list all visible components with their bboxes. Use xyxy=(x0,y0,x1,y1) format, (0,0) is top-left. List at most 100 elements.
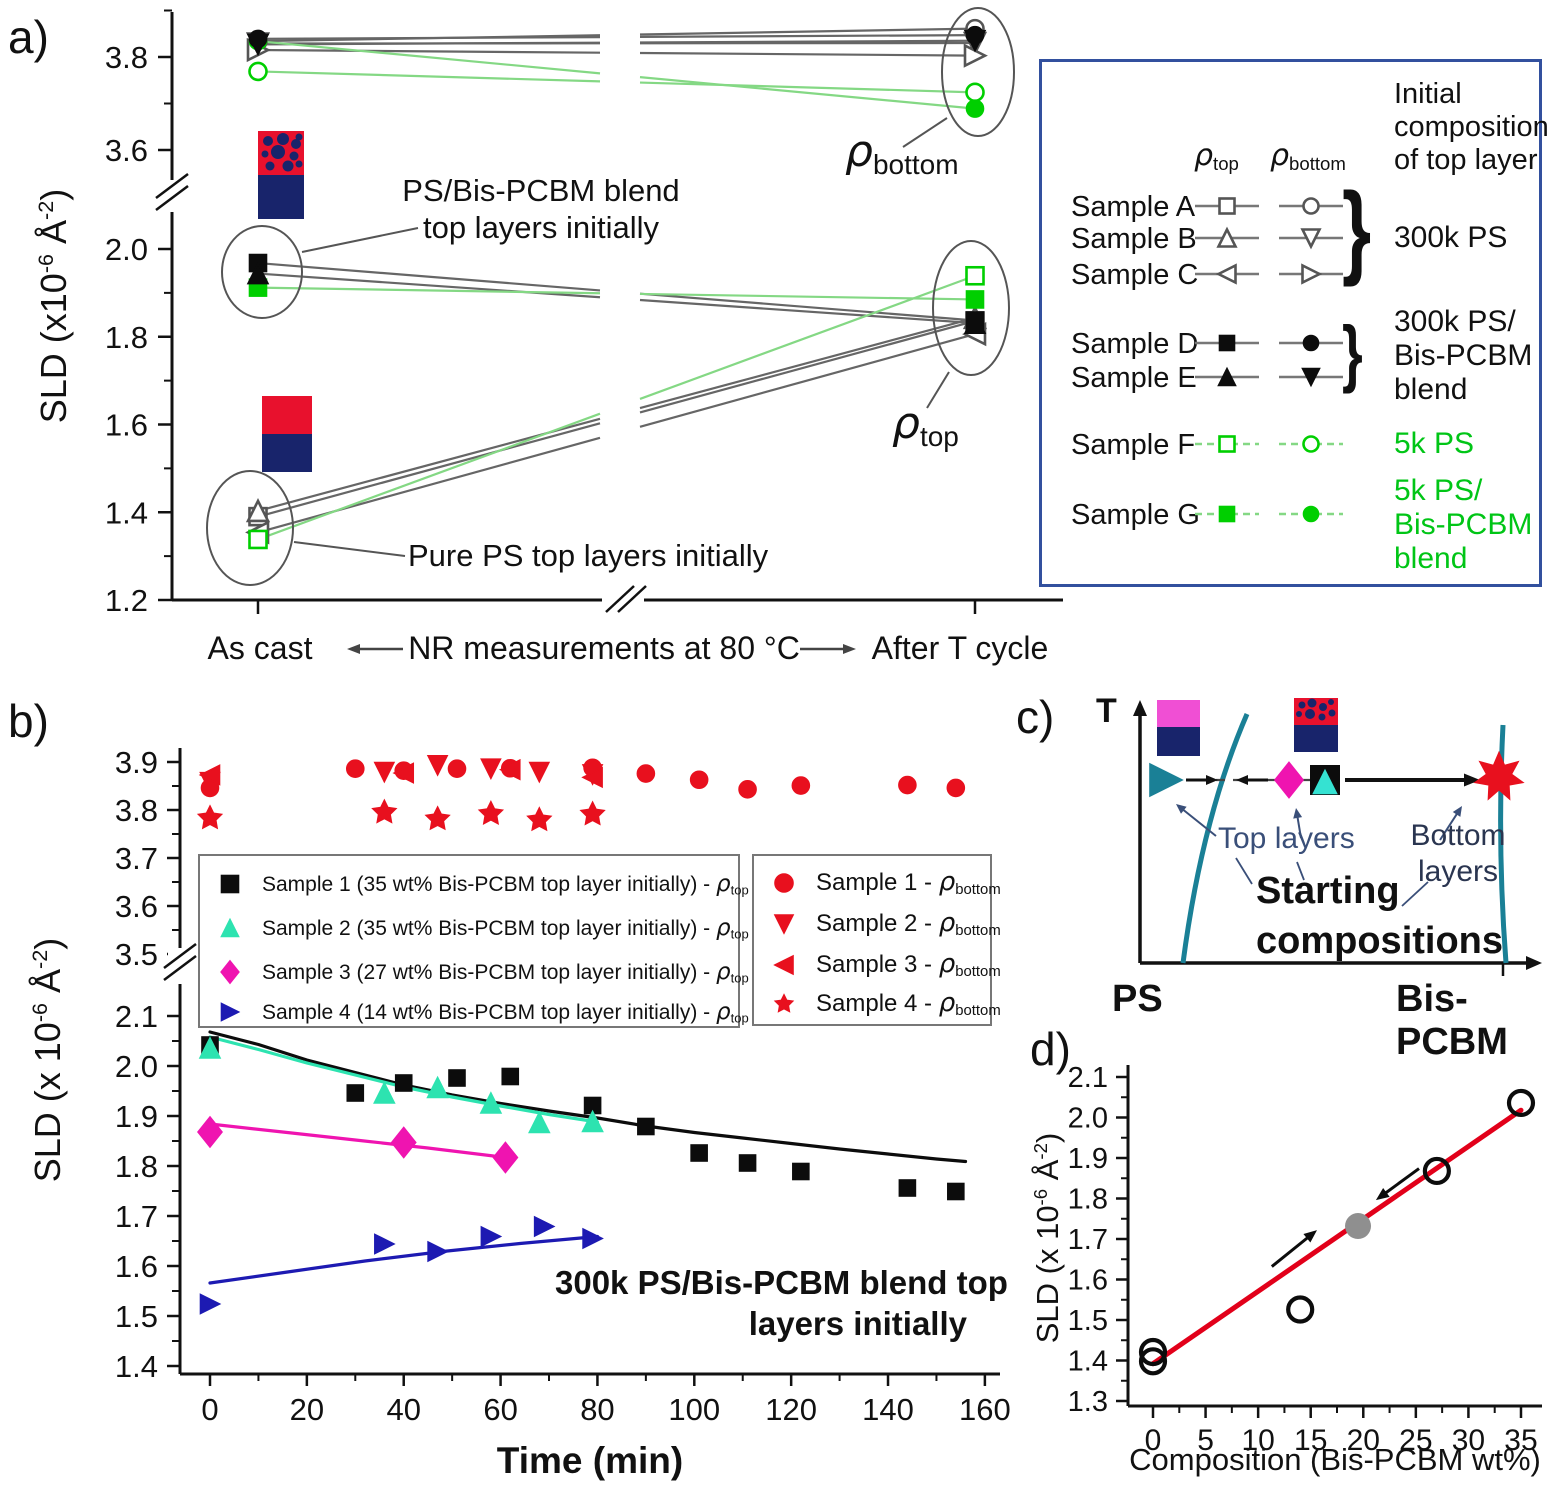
legend-header-line: composition xyxy=(1394,111,1549,143)
legend-marker xyxy=(1216,226,1238,248)
legend-marker-square-icon xyxy=(1195,334,1259,352)
panel-b-point-top xyxy=(492,1141,519,1174)
rho-symbol: ρ xyxy=(938,908,956,939)
leader-arrow xyxy=(1180,806,1217,837)
panel-a-marker-sample-E xyxy=(963,311,987,334)
panel-b-point-bottom xyxy=(424,805,451,831)
tick-label: 3.6 xyxy=(115,889,158,924)
panel-b-point-bottom xyxy=(946,778,966,798)
leader-arrow xyxy=(1439,810,1460,841)
label-line: Starting xyxy=(1256,870,1400,912)
tick-label: 20 xyxy=(290,1392,324,1427)
panel-a-line-F-bottom xyxy=(639,81,976,94)
legend-row-sample-3: Sample 3 - ρbottom xyxy=(754,945,1001,985)
bilayer-dot xyxy=(295,133,303,141)
legend-group-line: Bis-PCBM xyxy=(1394,339,1533,372)
panel-b-point-bottom xyxy=(636,764,656,783)
rho-symbol: ρ xyxy=(892,398,920,449)
leader-line xyxy=(1401,881,1429,907)
legend-sample-name: Sample G xyxy=(1071,499,1200,531)
legend-group-label: 300k PS/Bis-PCBM blend xyxy=(1394,305,1532,407)
rho-symbol: ρ xyxy=(938,867,956,898)
y-title-sup: -6 xyxy=(27,1002,52,1023)
panel-c-ps-label: PS xyxy=(1112,978,1163,1020)
panel-b-point-bottom xyxy=(579,800,606,826)
leader-line xyxy=(1235,857,1253,885)
panel-d-open-point xyxy=(1138,1337,1168,1367)
cluster-ellipse xyxy=(206,470,294,586)
legend-marker-tri-up-icon xyxy=(220,917,240,938)
legend-marker xyxy=(1302,197,1320,215)
annotation-line: 300k PS/Bis-PCBM blend top xyxy=(555,1264,1008,1301)
y-title-text: ) xyxy=(33,188,74,201)
legend-group-line: 5k PS/ xyxy=(1394,474,1483,507)
tie-arrow-long xyxy=(1464,773,1480,787)
legend-marker-tri-down-icon xyxy=(773,914,795,935)
cluster-ellipse xyxy=(932,240,1010,376)
rho-subscript: top xyxy=(730,882,749,898)
panel-a-marker-sample-F xyxy=(248,61,268,82)
tick-label: 35 xyxy=(1504,1424,1537,1457)
label-line: compositions xyxy=(1256,920,1504,962)
panel-b-point-bottom xyxy=(581,766,603,789)
marker-cyan-triangle xyxy=(1312,768,1338,795)
panel-b-point-bottom xyxy=(738,780,757,799)
panel-a-line-C-bottom xyxy=(639,51,976,57)
panel-a-marker-sample-F xyxy=(965,265,985,286)
panel-b-point-bottom xyxy=(447,759,467,779)
marker-teal-triangle xyxy=(1149,762,1184,798)
panel-a-marker-sample-E xyxy=(963,29,987,53)
legend-marker xyxy=(1302,435,1320,453)
legend-marker-tri-down-open-icon xyxy=(1279,228,1343,250)
tick-label: 2.1 xyxy=(1068,1062,1108,1094)
marker-red-star xyxy=(1473,750,1525,801)
panel-b-point-top xyxy=(427,1240,449,1263)
icon-pink-bilayer-bottom xyxy=(1157,727,1200,756)
panel-c-bottom-layers-label: Bottom layers xyxy=(1396,818,1520,890)
leader-arrow xyxy=(1293,808,1303,819)
label-line: layers xyxy=(1417,855,1499,888)
tick-label: 1.8 xyxy=(115,1149,158,1184)
panel-a-letter: a) xyxy=(8,11,49,63)
legend-marker-circle-icon xyxy=(1279,505,1343,523)
panel-b-point-bottom xyxy=(345,759,365,779)
legend-marker xyxy=(1218,435,1236,453)
panel-b-point-top xyxy=(394,1074,413,1092)
legend-row-sample-e: Sample E xyxy=(1042,360,1539,394)
legend-marker-circle-open-icon xyxy=(1279,435,1343,453)
bilayer-dot xyxy=(271,145,285,159)
tick-label: 20 xyxy=(1347,1424,1380,1457)
legend-marker-tri-down-icon xyxy=(1279,367,1343,388)
panel-a-line-C-top xyxy=(639,333,976,428)
legend-group-line: blend xyxy=(1394,373,1468,406)
tick-label: 1.4 xyxy=(115,1349,158,1384)
panel-d-open-point xyxy=(1506,1088,1536,1118)
legend-marker xyxy=(1301,263,1323,285)
tick-label: 15 xyxy=(1294,1424,1327,1457)
panel-c-top-layers-label: Top layers xyxy=(1218,822,1355,855)
legend-marker xyxy=(1217,366,1237,387)
panel-b-point-top xyxy=(479,1091,503,1114)
legend-marker-tri-right-icon xyxy=(220,1002,241,1022)
rho-subscript: top xyxy=(730,926,749,942)
legend-sample-label: Sample 3 - ρbottom xyxy=(816,949,1001,981)
panel-d-y-axis-title: SLD (x 10-6 Å-2) xyxy=(1030,1133,1066,1344)
panel-b-point-top xyxy=(197,1115,223,1149)
tick-label: 1.5 xyxy=(115,1299,158,1334)
y-title-text: Å xyxy=(1030,1159,1066,1189)
legend-row-sample-1: Sample 1 (35 wt% Bis-PCBM top layer init… xyxy=(200,864,749,904)
panel-b-point-top xyxy=(582,1227,604,1250)
legend-row-sample-2: Sample 2 (35 wt% Bis-PCBM top layer init… xyxy=(200,908,749,948)
tick-label: 10 xyxy=(1241,1424,1274,1457)
panel-a-marker-sample-B xyxy=(245,498,271,523)
panel-a-marker-sample-F xyxy=(248,529,268,550)
marker-magenta-diamond xyxy=(1273,761,1305,799)
tick-label: 1.7 xyxy=(1068,1224,1108,1256)
rho-symbol: ρ xyxy=(1194,138,1214,173)
panel-a-legend: ρtop ρbottom Initial composition of top la… xyxy=(1039,59,1549,587)
legend-marker xyxy=(1302,334,1320,352)
tick-label: 3.6 xyxy=(105,133,148,168)
bilayer-dot xyxy=(277,133,289,145)
panel-a-line-D-bottom xyxy=(257,35,601,40)
